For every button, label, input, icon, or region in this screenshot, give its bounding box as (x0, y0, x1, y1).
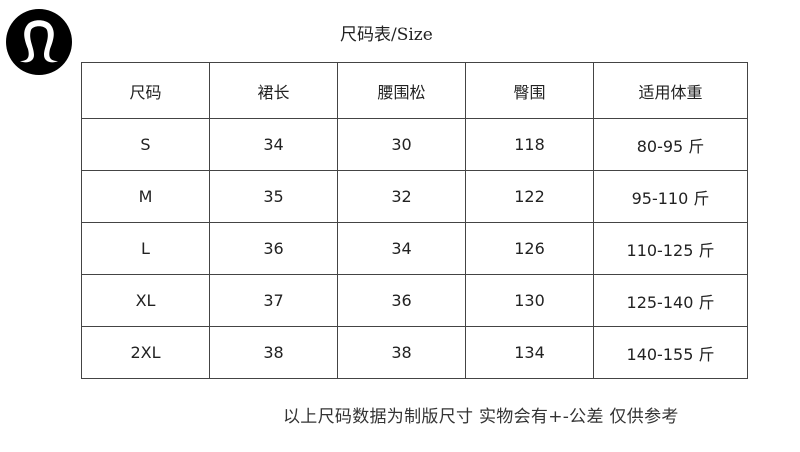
cell-skirt-length: 36 (209, 222, 338, 275)
cell-waist: 30 (337, 118, 466, 171)
cell-waist: 32 (337, 170, 466, 223)
cell-size: S (81, 118, 210, 171)
table-row: M 35 32 122 95-110 斤 (81, 170, 748, 223)
cell-waist: 34 (337, 222, 466, 275)
cell-waist: 38 (337, 326, 466, 379)
cell-skirt-length: 34 (209, 118, 338, 171)
size-table: 尺码 裙长 腰围松 臀围 适用体重 S 34 30 118 80-95 斤 M 35 32 12… (81, 62, 748, 379)
header-size: 尺码 (81, 62, 210, 119)
cell-hip: 130 (465, 274, 594, 327)
cell-size: XL (81, 274, 210, 327)
cell-weight: 125-140 斤 (593, 274, 748, 327)
cell-skirt-length: 38 (209, 326, 338, 379)
cell-weight: 140-155 斤 (593, 326, 748, 379)
cell-hip: 122 (465, 170, 594, 223)
cell-waist: 36 (337, 274, 466, 327)
lululemon-logo-icon (6, 9, 72, 75)
cell-weight: 80-95 斤 (593, 118, 748, 171)
header-waist: 腰围松 (337, 62, 466, 119)
cell-size: 2XL (81, 326, 210, 379)
cell-skirt-length: 37 (209, 274, 338, 327)
cell-size: L (81, 222, 210, 275)
table-row: 2XL 38 38 134 140-155 斤 (81, 326, 748, 379)
table-row: L 36 34 126 110-125 斤 (81, 222, 748, 275)
table-header-row: 尺码 裙长 腰围松 臀围 适用体重 (81, 62, 748, 119)
page-title: 尺码表/Size (340, 25, 433, 45)
cell-skirt-length: 35 (209, 170, 338, 223)
table-row: S 34 30 118 80-95 斤 (81, 118, 748, 171)
disclaimer-note: 以上尺码数据为制版尺寸 实物会有+-公差 仅供参考 (283, 407, 679, 427)
header-skirt-length: 裙长 (209, 62, 338, 119)
cell-weight: 110-125 斤 (593, 222, 748, 275)
cell-hip: 118 (465, 118, 594, 171)
table-row: XL 37 36 130 125-140 斤 (81, 274, 748, 327)
cell-hip: 126 (465, 222, 594, 275)
header-hip: 臀围 (465, 62, 594, 119)
cell-size: M (81, 170, 210, 223)
cell-weight: 95-110 斤 (593, 170, 748, 223)
header-weight: 适用体重 (593, 62, 748, 119)
cell-hip: 134 (465, 326, 594, 379)
